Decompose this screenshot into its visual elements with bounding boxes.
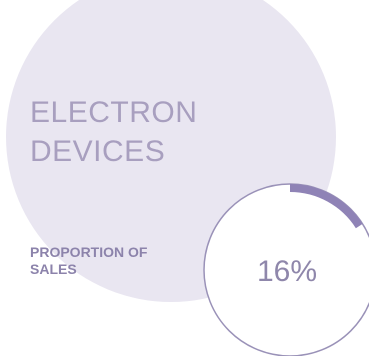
ring-value-arc (289, 184, 363, 229)
metric-label-line-2: SALES (30, 261, 77, 277)
category-title-line-1: ELECTRON (30, 96, 198, 129)
proportion-ring-chart (203, 183, 369, 356)
ring-background (204, 184, 369, 356)
category-title-line-2: DEVICES (30, 135, 166, 168)
metric-label-line-1: PROPORTION OF (30, 244, 148, 260)
proportion-value-label: 16% (256, 255, 318, 288)
